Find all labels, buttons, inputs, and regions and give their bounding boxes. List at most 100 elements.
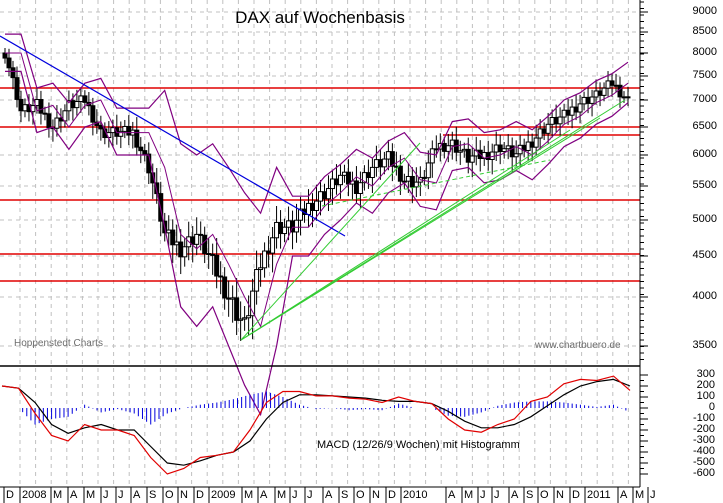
candle-body — [118, 130, 124, 137]
macd-tick-label: -300 — [692, 434, 715, 446]
month-label: A — [511, 489, 519, 501]
month-label: A — [133, 489, 141, 501]
macd-tick-label: -200 — [692, 423, 715, 435]
candle-body — [258, 267, 264, 271]
month-label: D — [196, 489, 204, 501]
candle-body — [577, 103, 583, 113]
month-label: N — [556, 489, 564, 501]
candle-body — [122, 125, 128, 132]
macd-tick-label: -100 — [692, 412, 715, 424]
candle-body — [505, 145, 511, 150]
candle-body — [90, 105, 96, 123]
month-label: M — [86, 489, 96, 501]
candle-body — [178, 241, 184, 258]
price-tick-label: 6000 — [692, 148, 717, 160]
candle-body — [314, 200, 319, 211]
candle-body — [166, 229, 172, 234]
month-label: O — [165, 489, 174, 501]
candle-body — [461, 148, 467, 152]
downtrend-line — [0, 35, 346, 237]
month-label: A — [260, 489, 268, 501]
price-tick-label: 3500 — [692, 339, 717, 351]
candle-body — [254, 269, 260, 292]
candle-body — [509, 145, 515, 158]
candle-body — [190, 236, 196, 245]
candle-body — [621, 96, 627, 99]
candle-body — [226, 297, 232, 300]
candle-body — [38, 99, 44, 114]
candle-body — [142, 150, 148, 155]
month-label: S — [149, 489, 157, 501]
candle-body — [501, 148, 507, 153]
candle-body — [397, 165, 403, 182]
macd-tick-label: 300 — [696, 368, 715, 380]
month-label: A — [325, 489, 333, 501]
candle-body — [306, 202, 312, 215]
candle-body — [222, 276, 228, 299]
candle-body — [625, 96, 631, 99]
candle-body — [262, 250, 268, 269]
candle-body — [333, 178, 339, 186]
candle-body — [238, 318, 244, 321]
candle-body — [533, 137, 539, 148]
candle-body — [425, 162, 431, 179]
month-label: M — [53, 489, 63, 501]
candle-body — [337, 174, 343, 186]
candle-body — [489, 151, 495, 160]
candle-body — [341, 171, 347, 176]
month-label: A — [620, 489, 628, 501]
candle-body — [593, 90, 599, 98]
candle-body — [585, 96, 591, 104]
candle-body — [54, 117, 60, 129]
price-tick-label: 7500 — [692, 69, 717, 81]
candle-body — [589, 96, 595, 104]
candle-body — [70, 100, 76, 109]
candle-body — [274, 221, 280, 239]
candle-body — [377, 159, 383, 168]
month-label: J — [103, 489, 109, 501]
bollinger-lower — [5, 70, 629, 417]
candle-body — [469, 155, 475, 163]
candle-body — [210, 253, 216, 256]
price-tick-label: 5500 — [692, 179, 717, 191]
candle-body — [266, 250, 272, 254]
source-label-left: Hoppenstedt Charts — [14, 338, 103, 349]
signal-line — [1, 378, 631, 466]
month-label: M — [464, 489, 474, 501]
month-label: N — [372, 489, 380, 501]
candle-body — [206, 253, 212, 256]
candle-body — [174, 241, 180, 246]
candle-body — [234, 297, 240, 321]
month-label: 2010 — [403, 489, 428, 501]
candle-body — [537, 128, 543, 139]
candle-body — [242, 317, 248, 320]
candle-body — [182, 246, 188, 258]
candle-body — [609, 80, 615, 86]
price-tick-label: 9000 — [692, 5, 717, 17]
candle-body — [429, 148, 435, 164]
candle-body — [541, 128, 547, 134]
candle-body — [557, 116, 563, 125]
source-label-right: www.chartbuero.de — [535, 340, 621, 351]
candle-body — [385, 151, 391, 160]
candle-body — [282, 226, 288, 235]
candle-body — [126, 125, 132, 136]
macd-line — [1, 375, 631, 475]
month-label: A — [448, 489, 456, 501]
uptrend-dashed-line — [321, 159, 551, 207]
macd-tick-label: -400 — [692, 445, 715, 457]
candle-body — [529, 141, 535, 148]
macd-tick-label: 200 — [696, 379, 715, 391]
candle-body — [294, 219, 300, 233]
macd-tick-label: -500 — [692, 456, 715, 468]
month-label: M — [244, 489, 254, 501]
month-label: J — [307, 489, 313, 501]
candle-body — [138, 146, 144, 152]
month-label: J — [292, 489, 298, 501]
candle-body — [214, 254, 220, 277]
candle-body — [409, 175, 415, 188]
candle-body — [457, 150, 463, 153]
candle-body — [553, 117, 559, 125]
macd-label: MACD (12/26/9 Wochen) mit Histogramm — [317, 439, 520, 451]
candle-body — [46, 113, 52, 129]
